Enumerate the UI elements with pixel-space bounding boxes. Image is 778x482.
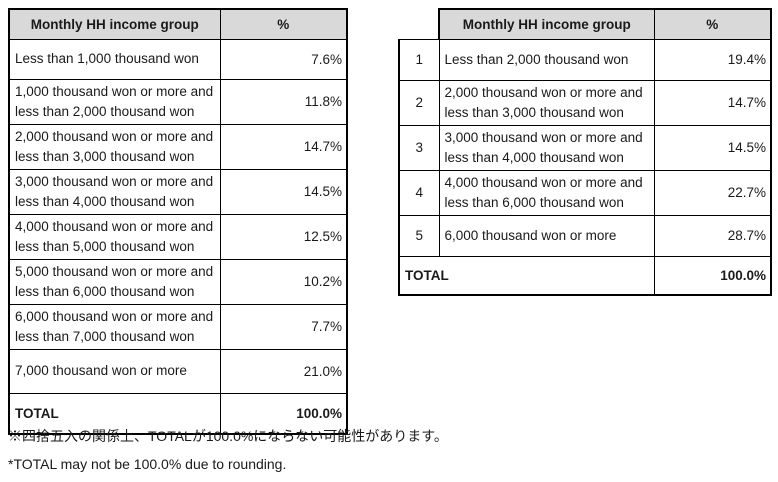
income-group-label: 3,000 thousand won or more and less than… xyxy=(438,124,655,171)
rounding-note-japanese: ※四捨五入の関係上、TOTALが100.0%にならない可能性があります。 xyxy=(8,428,448,444)
income-group-label: 4,000 thousand won or more and less than… xyxy=(8,213,221,260)
income-table-8-groups: Monthly HH income group % Less than 1,00… xyxy=(8,8,348,435)
income-group-header: Monthly HH income group xyxy=(438,8,655,40)
percent-value: 19.4% xyxy=(653,38,772,81)
table-row: 2 2,000 thousand won or more and less th… xyxy=(398,79,772,126)
income-group-label: 5,000 thousand won or more and less than… xyxy=(8,258,221,305)
table-row: 4 4,000 thousand won or more and less th… xyxy=(398,169,772,216)
percent-value: 28.7% xyxy=(653,214,772,257)
table-row: 4,000 thousand won or more and less than… xyxy=(8,213,348,260)
table-row: Less than 1,000 thousand won 7.6% xyxy=(8,38,348,80)
income-group-label: 7,000 thousand won or more xyxy=(8,348,221,394)
row-number: 2 xyxy=(398,79,440,126)
table-row: 2,000 thousand won or more and less than… xyxy=(8,123,348,170)
footnotes: ※四捨五入の関係上、TOTALが100.0%にならない可能性があります。 *TO… xyxy=(8,426,448,474)
percent-value: 14.7% xyxy=(219,123,348,170)
table-row: 3 3,000 thousand won or more and less th… xyxy=(398,124,772,171)
header-row: Monthly HH income group % xyxy=(8,8,348,40)
row-number: 5 xyxy=(398,214,440,257)
income-group-label: Less than 1,000 thousand won xyxy=(8,38,221,80)
income-group-label: 2,000 thousand won or more and less than… xyxy=(8,123,221,170)
table-row: 6,000 thousand won or more and less than… xyxy=(8,303,348,350)
percent-header: % xyxy=(219,8,348,40)
income-group-label: 6,000 thousand won or more xyxy=(438,214,655,257)
income-group-label: 2,000 thousand won or more and less than… xyxy=(438,79,655,126)
income-group-label: 6,000 thousand won or more and less than… xyxy=(8,303,221,350)
income-group-label: 3,000 thousand won or more and less than… xyxy=(8,168,221,215)
rounding-note-english: *TOTAL may not be 100.0% due to rounding… xyxy=(8,456,287,472)
table-row: 3,000 thousand won or more and less than… xyxy=(8,168,348,215)
percent-value: 7.6% xyxy=(219,38,348,80)
header-row: Monthly HH income group % xyxy=(399,8,772,40)
empty-header-cell xyxy=(399,9,440,40)
percent-header: % xyxy=(653,8,772,40)
row-number: 3 xyxy=(398,124,440,171)
percent-value: 14.5% xyxy=(219,168,348,215)
table-row: 1,000 thousand won or more and less than… xyxy=(8,78,348,125)
percent-value: 21.0% xyxy=(219,348,348,394)
income-group-label: 1,000 thousand won or more and less than… xyxy=(8,78,221,125)
total-row: TOTAL 100.0% xyxy=(8,392,348,435)
total-value: 100.0% xyxy=(219,392,348,435)
table-row: 7,000 thousand won or more 21.0% xyxy=(8,348,348,394)
percent-value: 22.7% xyxy=(653,169,772,216)
table-row: 5 6,000 thousand won or more 28.7% xyxy=(398,214,772,257)
percent-value: 14.5% xyxy=(653,124,772,171)
table-row: 1 Less than 2,000 thousand won 19.4% xyxy=(398,38,772,81)
percent-value: 10.2% xyxy=(219,258,348,305)
row-number: 1 xyxy=(398,38,440,81)
total-value: 100.0% xyxy=(653,255,772,296)
row-number: 4 xyxy=(398,169,440,216)
income-group-label: Less than 2,000 thousand won xyxy=(438,38,655,81)
percent-value: 14.7% xyxy=(653,79,772,126)
total-label: TOTAL xyxy=(398,255,655,296)
income-group-label: 4,000 thousand won or more and less than… xyxy=(438,169,655,216)
percent-value: 11.8% xyxy=(219,78,348,125)
percent-value: 12.5% xyxy=(219,213,348,260)
income-group-header: Monthly HH income group xyxy=(8,8,221,40)
percent-value: 7.7% xyxy=(219,303,348,350)
total-label: TOTAL xyxy=(8,392,221,435)
table-row: 5,000 thousand won or more and less than… xyxy=(8,258,348,305)
income-table-5-groups: Monthly HH income group % 1 Less than 2,… xyxy=(398,8,772,296)
total-row: TOTAL 100.0% xyxy=(398,255,772,296)
